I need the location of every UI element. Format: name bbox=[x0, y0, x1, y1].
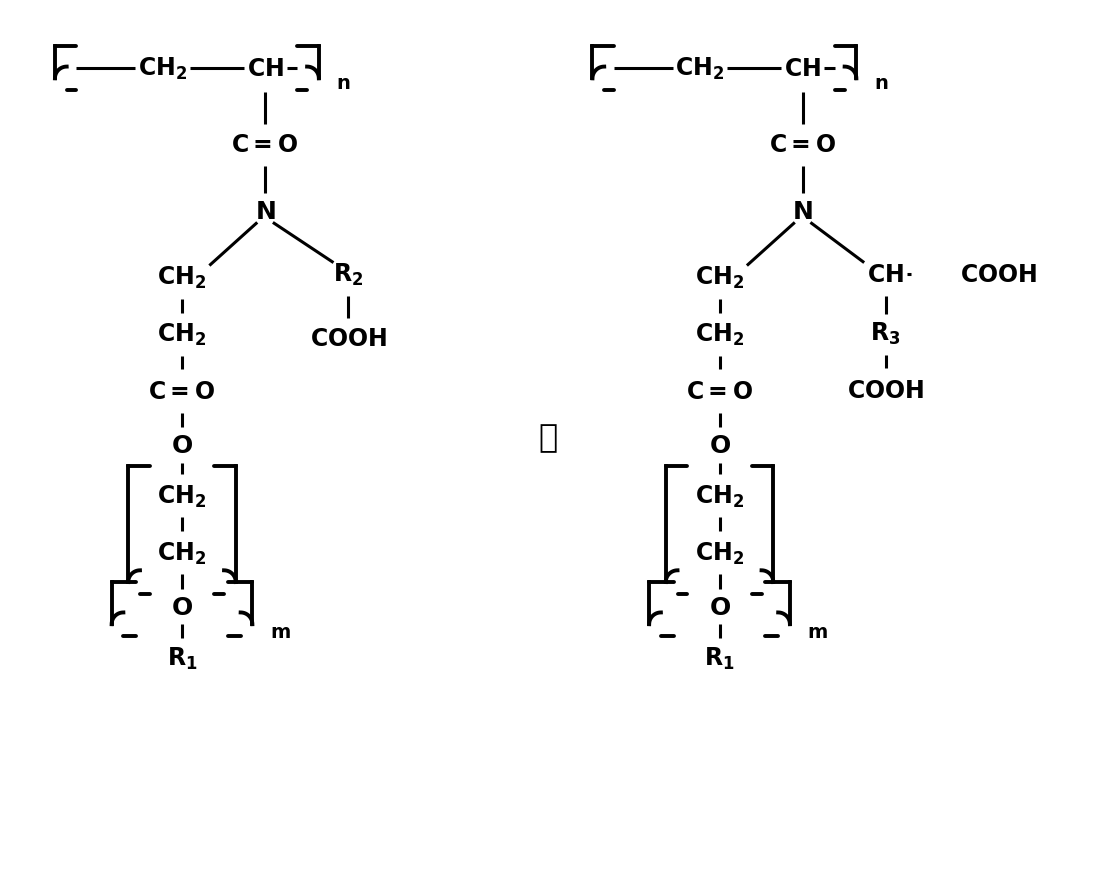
Text: $\mathbf{CH}$: $\mathbf{CH}$ bbox=[784, 57, 821, 81]
Text: $\mathbf{COOH}$: $\mathbf{COOH}$ bbox=[960, 263, 1037, 287]
Text: $\mathbf{O}$: $\mathbf{O}$ bbox=[709, 595, 731, 619]
Text: $\mathbf{CH}$: $\mathbf{CH}$ bbox=[247, 57, 283, 81]
Text: $\mathbf{CH_2}$: $\mathbf{CH_2}$ bbox=[138, 56, 188, 82]
Text: $\mathbf{R_1}$: $\mathbf{R_1}$ bbox=[704, 644, 735, 671]
Text: $\mathbf{COOH}$: $\mathbf{COOH}$ bbox=[847, 378, 925, 402]
Text: $\mathbf{CH_2}$: $\mathbf{CH_2}$ bbox=[157, 321, 206, 348]
Text: $\mathbf{CH_2}$: $\mathbf{CH_2}$ bbox=[694, 265, 744, 291]
Text: $\mathbf{N}$: $\mathbf{N}$ bbox=[792, 199, 813, 223]
Text: $\mathbf{C{=}O}$: $\mathbf{C{=}O}$ bbox=[148, 379, 216, 404]
Text: $\mathbf{CH_2}$: $\mathbf{CH_2}$ bbox=[157, 483, 206, 509]
Text: n: n bbox=[337, 74, 350, 93]
Text: n: n bbox=[874, 74, 887, 93]
Text: $\mathbf{CH_2}$: $\mathbf{CH_2}$ bbox=[694, 321, 744, 348]
Text: $\mathbf{R_1}$: $\mathbf{R_1}$ bbox=[167, 644, 197, 671]
Text: $\mathbf{O}$: $\mathbf{O}$ bbox=[171, 434, 193, 457]
Text: $\mathbf{R_3}$: $\mathbf{R_3}$ bbox=[870, 320, 901, 347]
Text: $\mathbf{N}$: $\mathbf{N}$ bbox=[255, 199, 275, 223]
Text: $\mathbf{O}$: $\mathbf{O}$ bbox=[171, 595, 193, 619]
Text: $\mathbf{CH_2}$: $\mathbf{CH_2}$ bbox=[157, 265, 206, 291]
Text: m: m bbox=[807, 622, 828, 641]
Text: $\mathbf{CH_2}$: $\mathbf{CH_2}$ bbox=[694, 540, 744, 566]
Text: $\mathbf{O}$: $\mathbf{O}$ bbox=[709, 434, 731, 457]
Text: $\mathbf{C{=}O}$: $\mathbf{C{=}O}$ bbox=[769, 133, 836, 157]
Text: $\mathbf{CH_2}$: $\mathbf{CH_2}$ bbox=[676, 56, 725, 82]
Text: $\mathbf{C{=}O}$: $\mathbf{C{=}O}$ bbox=[231, 133, 298, 157]
Text: $\mathbf{C{=}O}$: $\mathbf{C{=}O}$ bbox=[686, 379, 754, 404]
Text: $\mathbf{COOH}$: $\mathbf{COOH}$ bbox=[309, 327, 387, 350]
Text: $\mathbf{R_2}$: $\mathbf{R_2}$ bbox=[332, 262, 363, 288]
Text: $\mathbf{CH}$: $\mathbf{CH}$ bbox=[868, 263, 904, 287]
Text: $\mathbf{CH_2}$: $\mathbf{CH_2}$ bbox=[694, 483, 744, 509]
Text: m: m bbox=[270, 622, 291, 641]
Text: $\mathbf{CH_2}$: $\mathbf{CH_2}$ bbox=[157, 540, 206, 566]
Text: 或: 或 bbox=[539, 423, 558, 454]
